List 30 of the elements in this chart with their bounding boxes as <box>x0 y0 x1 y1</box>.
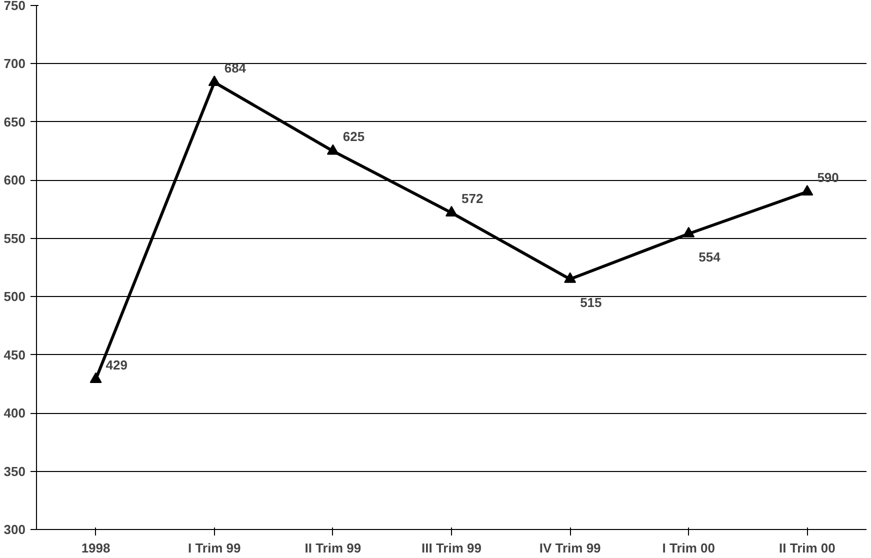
y-tick-label: 300 <box>4 522 26 537</box>
point <box>801 184 814 196</box>
x-tick-label: I Trim 00 <box>662 540 716 556</box>
y-tick-label: 500 <box>4 289 26 304</box>
x-tick-label: IV Trim 99 <box>539 540 601 556</box>
data-label: 684 <box>224 60 247 76</box>
point <box>564 272 576 283</box>
x-tick-label: II Trim 99 <box>304 540 362 556</box>
point <box>682 226 695 238</box>
data-label: 429 <box>106 357 128 372</box>
y-tick-label: 750 <box>4 0 26 13</box>
data-label: 572 <box>462 190 484 206</box>
x-tick-label: III Trim 99 <box>422 540 482 556</box>
x-tick-label: II Trim 00 <box>779 540 836 556</box>
point <box>90 372 102 383</box>
point <box>446 206 458 216</box>
x-tick-label: 1998 <box>81 540 110 556</box>
y-tick-label: 700 <box>4 56 26 72</box>
data-label: 625 <box>342 129 365 144</box>
y-tick-label: 550 <box>4 230 26 246</box>
y-tick-label: 450 <box>4 347 26 362</box>
y-tick-label: 400 <box>4 406 26 421</box>
y-tick-label: 350 <box>4 464 26 479</box>
point <box>326 144 339 155</box>
x-tick-label: I Trim 99 <box>188 540 241 556</box>
point <box>208 76 220 86</box>
y-tick-label: 650 <box>4 114 26 130</box>
data-label: 554 <box>698 250 722 265</box>
data-label: 515 <box>580 295 602 310</box>
y-tick-label: 600 <box>4 172 26 188</box>
